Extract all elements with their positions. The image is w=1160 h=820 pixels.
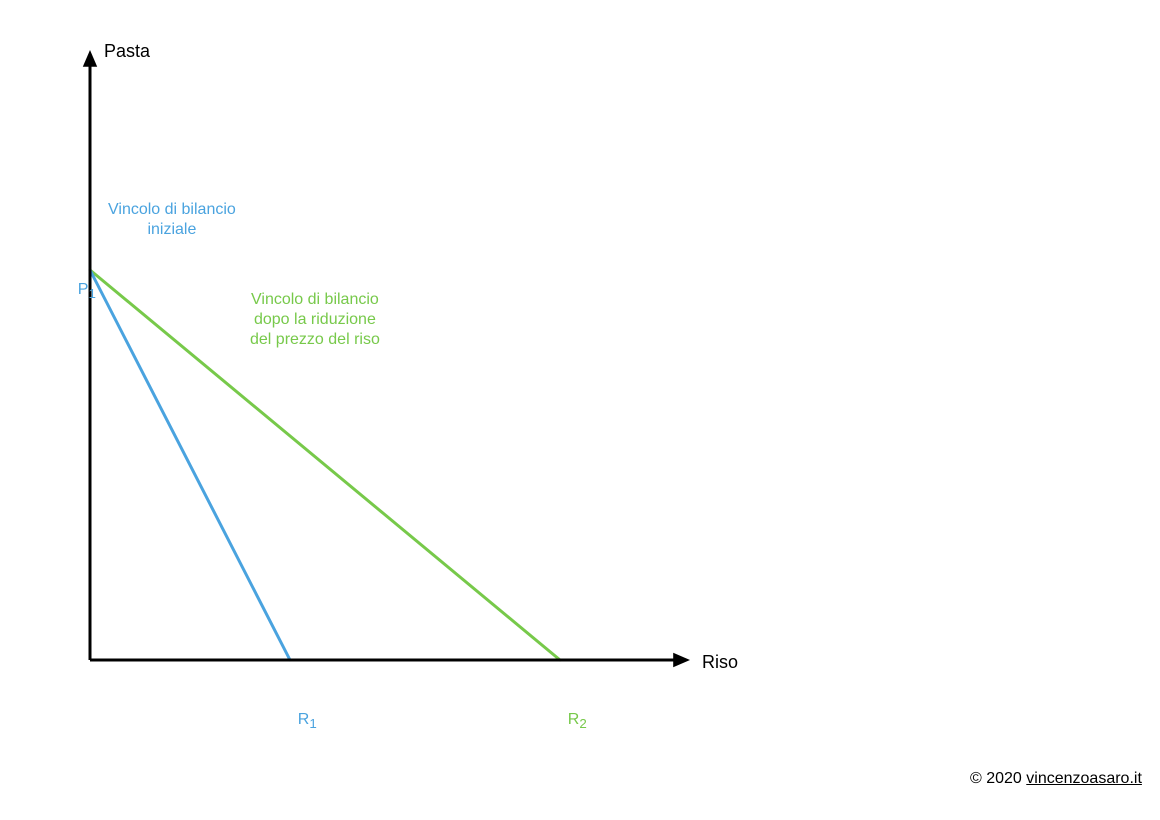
p1-tick-label: P1: [60, 260, 96, 323]
y-axis-label: Pasta: [104, 40, 150, 63]
copyright-link[interactable]: vincenzoasaro.it: [1026, 770, 1142, 787]
r1-tick-label: R1: [280, 690, 317, 753]
chart-stage: Pasta Riso P1 Vincolo di bilancio inizia…: [0, 0, 1160, 820]
initial-budget-label: Vincolo di bilancio iniziale: [108, 200, 236, 240]
copyright-prefix: © 2020: [970, 770, 1026, 787]
r2-tick-label: R2: [550, 690, 587, 753]
after-budget-label: Vincolo di bilancio dopo la riduzione de…: [250, 290, 380, 350]
copyright-notice: © 2020 vincenzoasaro.it: [970, 770, 1142, 788]
x-axis-label: Riso: [702, 651, 738, 674]
